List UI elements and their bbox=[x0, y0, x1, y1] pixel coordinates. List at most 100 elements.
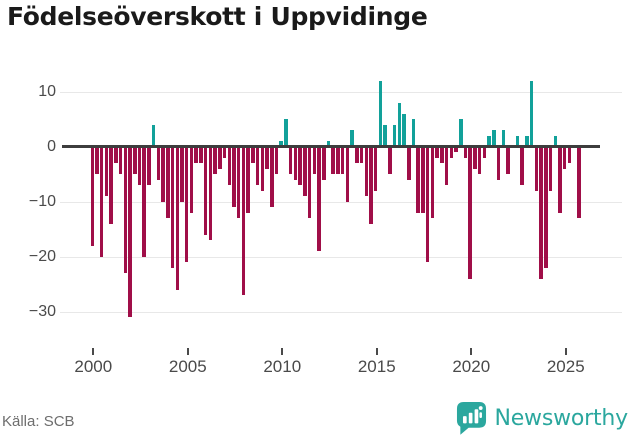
bar-2005-q4 bbox=[199, 146, 203, 163]
y-axis-label: −20 bbox=[28, 247, 56, 265]
bar-2019-q4 bbox=[463, 146, 468, 158]
bar-2007-q4 bbox=[236, 146, 241, 218]
x-axis-tick-2005 bbox=[186, 348, 189, 355]
bar-2011-q3 bbox=[307, 146, 312, 218]
bar-2021-q2 bbox=[492, 130, 496, 147]
newsworthy-logo[interactable]: Newsworthy bbox=[456, 401, 628, 436]
bar-2009-q3 bbox=[270, 146, 274, 207]
bar-2008-q3 bbox=[251, 146, 255, 163]
gridline-y--30 bbox=[60, 311, 622, 313]
bar-2001-q2 bbox=[114, 146, 118, 163]
bar-2024-q2 bbox=[548, 146, 553, 191]
bar-2004-q3 bbox=[175, 146, 180, 290]
bar-2013-q1 bbox=[336, 146, 340, 174]
bar-2011-q2 bbox=[303, 146, 307, 196]
newsworthy-logo-icon bbox=[457, 402, 487, 435]
bar-2012-q1 bbox=[317, 146, 321, 251]
bar-2022-q4 bbox=[520, 146, 524, 185]
bar-2025-q1 bbox=[562, 146, 567, 169]
bar-2001-q1 bbox=[109, 146, 113, 224]
bar-2003-q1 bbox=[147, 146, 151, 185]
bar-2024-q4 bbox=[558, 146, 562, 213]
bar-2016-q2 bbox=[397, 102, 402, 147]
bar-2025-q4 bbox=[577, 146, 581, 218]
bar-2014-q3 bbox=[364, 146, 369, 196]
bar-2021-q3 bbox=[496, 146, 501, 180]
bar-2019-q3 bbox=[459, 119, 463, 147]
bar-2018-q3 bbox=[440, 146, 444, 163]
x-axis-label-2005: 2005 bbox=[168, 357, 207, 376]
x-axis-tick-2000 bbox=[92, 348, 95, 355]
bar-2004-q1 bbox=[166, 146, 170, 218]
bar-2014-q1 bbox=[355, 146, 359, 163]
x-axis-label-2015: 2015 bbox=[357, 357, 396, 376]
x-axis-label-2025: 2025 bbox=[546, 357, 585, 376]
bar-2014-q4 bbox=[369, 146, 373, 224]
bar-2007-q3 bbox=[232, 146, 236, 207]
bar-2005-q1 bbox=[184, 146, 189, 262]
y-axis-label: 0 bbox=[47, 137, 56, 155]
bar-2006-q2 bbox=[208, 146, 213, 240]
x-axis-label-2000: 2000 bbox=[74, 357, 113, 376]
bar-2000-q4 bbox=[104, 146, 109, 196]
y-axis-label: 10 bbox=[38, 82, 56, 100]
newsworthy-logo-text: Newsworthy bbox=[494, 406, 628, 431]
x-axis-tick-2015 bbox=[375, 348, 378, 355]
bar-2022-q3 bbox=[515, 135, 520, 147]
bar-2020-q1 bbox=[468, 146, 472, 279]
bar-2009-q2 bbox=[265, 146, 269, 169]
bar-2011-q1 bbox=[298, 146, 302, 185]
bar-2005-q2 bbox=[189, 146, 194, 213]
gridline-y--10 bbox=[60, 201, 622, 203]
bar-2004-q2 bbox=[170, 146, 175, 268]
bar-2024-q1 bbox=[544, 146, 548, 268]
bar-2013-q2 bbox=[340, 146, 345, 174]
bar-2020-q2 bbox=[473, 146, 477, 169]
bar-2000-q1 bbox=[90, 146, 94, 246]
bar-2007-q2 bbox=[227, 146, 231, 185]
bar-2010-q4 bbox=[293, 146, 298, 180]
bar-2017-q3 bbox=[421, 146, 425, 213]
bar-2002-q2 bbox=[133, 146, 137, 174]
bar-2021-q4 bbox=[501, 130, 506, 147]
bar-2001-q4 bbox=[123, 146, 128, 273]
bar-2016-q4 bbox=[407, 146, 411, 180]
bar-2010-q2 bbox=[284, 119, 288, 147]
bar-2011-q4 bbox=[312, 146, 317, 174]
bar-2010-q3 bbox=[288, 146, 293, 174]
bar-2000-q3 bbox=[99, 146, 104, 257]
bar-2017-q4 bbox=[425, 146, 430, 262]
bar-2008-q2 bbox=[246, 146, 250, 213]
bar-2002-q4 bbox=[142, 146, 146, 257]
bar-2017-q2 bbox=[416, 146, 420, 213]
bar-2003-q3 bbox=[156, 146, 161, 180]
bar-2023-q3 bbox=[534, 146, 539, 191]
bar-2013-q3 bbox=[345, 146, 350, 202]
bar-2012-q4 bbox=[331, 146, 335, 174]
bar-2022-q1 bbox=[506, 146, 510, 174]
bar-2025-q2 bbox=[567, 146, 572, 163]
bar-2020-q4 bbox=[482, 146, 487, 158]
bar-2015-q1 bbox=[373, 146, 378, 191]
bar-2016-q3 bbox=[402, 113, 406, 147]
bar-2006-q4 bbox=[218, 146, 222, 169]
bar-2018-q4 bbox=[444, 146, 449, 185]
x-axis-tick-2010 bbox=[281, 348, 284, 355]
footer: Källa: SCB Newsworthy bbox=[0, 399, 631, 439]
bar-2002-q3 bbox=[137, 146, 142, 185]
bar-2015-q3 bbox=[383, 124, 387, 147]
bar-2009-q1 bbox=[260, 146, 265, 191]
x-axis-tick-2020 bbox=[470, 348, 473, 355]
source-label: Källa: SCB bbox=[2, 413, 75, 430]
chart-title: Födelseöverskott i Uppvidinge bbox=[7, 2, 428, 31]
bar-2014-q2 bbox=[359, 146, 364, 163]
y-axis-label: −30 bbox=[28, 302, 56, 320]
gridline-y-10 bbox=[60, 91, 622, 93]
bar-2003-q2 bbox=[151, 124, 156, 147]
bar-2024-q3 bbox=[553, 135, 557, 147]
bar-2021-q1 bbox=[487, 135, 491, 147]
bar-2005-q3 bbox=[194, 146, 198, 163]
bar-2006-q1 bbox=[203, 146, 208, 235]
bar-2004-q4 bbox=[180, 146, 184, 202]
